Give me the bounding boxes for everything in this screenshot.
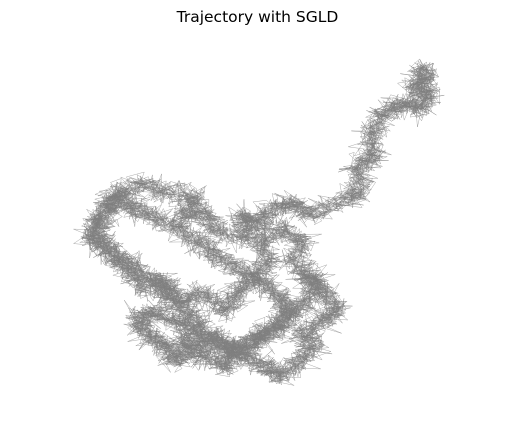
trajectory-point (301, 332, 303, 334)
trajectory-point (166, 344, 168, 347)
trajectory-point (212, 254, 214, 256)
trajectory-point (131, 263, 134, 266)
trajectory-point (254, 226, 257, 228)
trajectory-point (147, 335, 149, 337)
trajectory-point (370, 132, 372, 135)
trajectory-point (235, 294, 238, 297)
trajectory-point (177, 300, 180, 303)
trajectory-point (224, 310, 226, 312)
trajectory-point (339, 201, 342, 203)
trajectory-point (274, 325, 276, 328)
trajectory-point (250, 279, 253, 281)
trajectory-point (154, 216, 157, 219)
trajectory-point (274, 328, 276, 331)
trajectory-point (100, 216, 103, 219)
trajectory-point (289, 313, 292, 315)
trajectory-point (297, 272, 299, 275)
trajectory-point (426, 76, 428, 79)
trajectory-point (181, 344, 184, 347)
trajectory-point (127, 269, 130, 272)
trajectory-point (335, 307, 338, 309)
trajectory-point (412, 86, 415, 88)
trajectory-point (254, 341, 257, 343)
trajectory-point (416, 108, 419, 110)
trajectory-point (154, 279, 157, 281)
trajectory-point (247, 238, 249, 241)
trajectory-point (293, 263, 295, 266)
trajectory-point (177, 226, 180, 228)
trajectory-point (204, 356, 207, 359)
trajectory-point (135, 319, 137, 322)
trajectory-point (270, 207, 272, 210)
trajectory-point (297, 363, 299, 365)
trajectory-point (239, 353, 241, 356)
trajectory-point (166, 282, 168, 284)
trajectory-point (281, 226, 284, 228)
trajectory-point (262, 363, 265, 365)
trajectory-point (89, 238, 91, 241)
trajectory-point (112, 254, 114, 256)
trajectory-point (360, 188, 363, 191)
trajectory-point (301, 241, 303, 244)
trajectory-point (354, 167, 357, 169)
trajectory-point (108, 248, 111, 250)
trajectory-point (270, 260, 272, 263)
trajectory-point (216, 335, 218, 337)
trajectory-point (116, 195, 118, 197)
trajectory-point (430, 95, 432, 98)
trajectory-point (277, 375, 280, 378)
trajectory-point (173, 319, 176, 322)
trajectory-point (212, 229, 214, 231)
trajectory-point (258, 279, 261, 281)
trajectory-point (324, 319, 326, 322)
trajectory-point (181, 216, 184, 219)
trajectory-point (173, 360, 176, 362)
trajectory-point (231, 350, 234, 353)
trajectory-point (277, 294, 280, 297)
trajectory-point (193, 347, 195, 350)
trajectory-point (308, 297, 311, 300)
trajectory-point (374, 154, 376, 157)
trajectory-point (312, 347, 315, 350)
trajectory-point (293, 201, 295, 203)
chart-title: Trajectory with SGLD (176, 8, 339, 26)
trajectory-point (308, 213, 311, 216)
trajectory-point (316, 279, 319, 281)
trajectory-point (193, 328, 195, 331)
trajectory-point (139, 182, 141, 185)
trajectory-point (197, 241, 199, 244)
trajectory-point (189, 313, 191, 315)
trajectory-point (289, 310, 292, 312)
trajectory-point (258, 241, 261, 244)
trajectory-point (420, 67, 422, 70)
trajectory-line (73, 58, 445, 386)
trajectory-point (93, 229, 95, 231)
trajectory-point (166, 192, 168, 194)
trajectory-point (320, 288, 322, 291)
trajectory-point (131, 207, 134, 210)
trajectory-point (150, 310, 153, 312)
trajectory-point (239, 213, 241, 216)
trajectory-point (224, 366, 226, 368)
trajectory-point (235, 266, 238, 269)
trajectory-point (170, 297, 172, 300)
trajectory-point (254, 338, 257, 340)
trajectory-point (381, 114, 384, 116)
trajectory-point (200, 328, 203, 331)
trajectory-point (216, 344, 218, 347)
trajectory-point (399, 101, 401, 104)
trajectory-point (197, 195, 199, 197)
trajectory-point (204, 210, 207, 213)
trajectory-point (143, 288, 145, 291)
trajectory-series (73, 58, 445, 386)
trajectory-point (104, 210, 107, 213)
trajectory-point (200, 291, 203, 294)
